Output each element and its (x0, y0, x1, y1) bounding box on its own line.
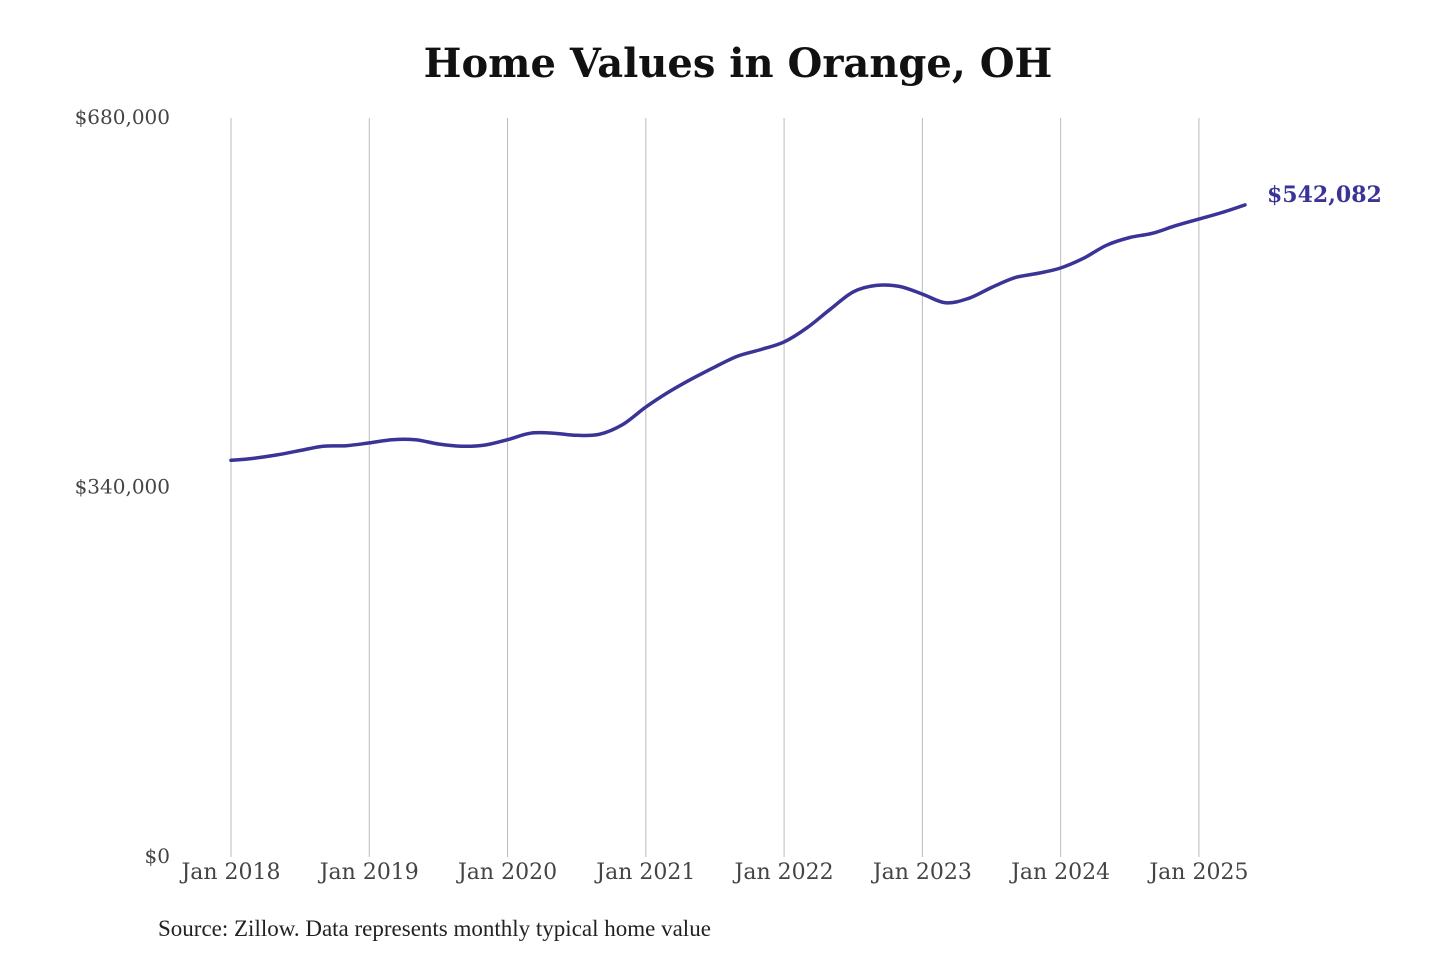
x-tick-label: Jan 2020 (456, 860, 557, 885)
last-value-label: $542,082 (1267, 182, 1382, 208)
y-tick-label: $340,000 (75, 475, 170, 499)
gridlines (230, 118, 1200, 857)
series-line-0 (229, 203, 1247, 463)
y-tick-label: $680,000 (75, 105, 170, 129)
x-tick-label: Jan 2025 (1147, 860, 1248, 885)
y-axis-ticks: $0 $340,000 $680,000 (75, 105, 170, 868)
y-tick-label: $0 (145, 844, 170, 868)
x-tick-label: Jan 2021 (594, 860, 695, 885)
source-note: Source: Zillow. Data represents monthly … (158, 916, 711, 941)
x-tick-label: Jan 2022 (733, 860, 834, 885)
x-tick-label: Jan 2023 (871, 860, 972, 885)
series-layer (229, 203, 1247, 463)
x-tick-label: Jan 2019 (318, 860, 419, 885)
x-tick-label: Jan 2024 (1009, 860, 1110, 885)
chart-title: Home Values in Orange, OH (423, 40, 1053, 87)
x-axis-ticks: Jan 2018 Jan 2019 Jan 2020 Jan 2021 Jan 2022… (179, 860, 1248, 885)
annotation-layer: $542,082 (1267, 182, 1382, 208)
x-tick-label: Jan 2018 (179, 860, 280, 885)
